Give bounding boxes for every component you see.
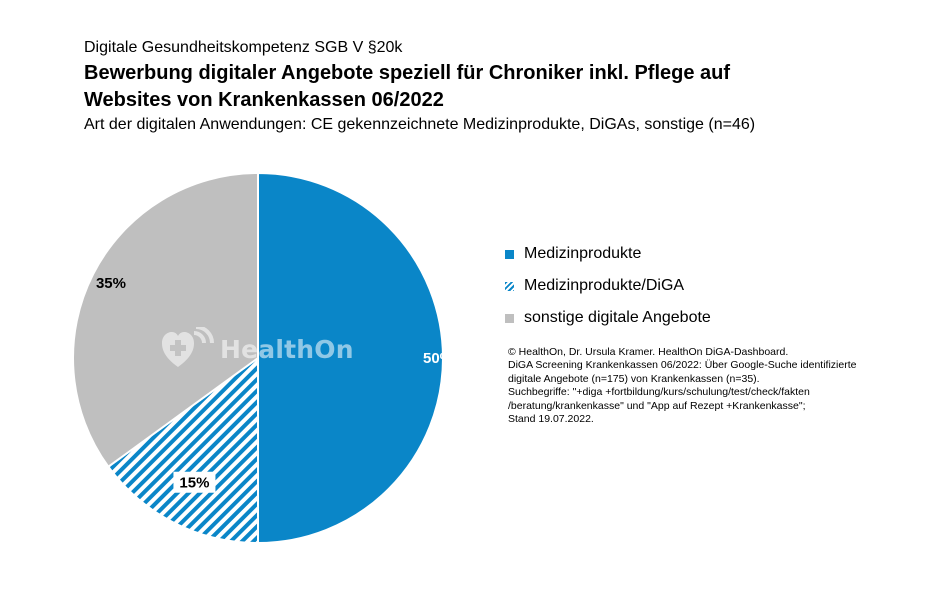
legend-swatch-grey <box>505 313 514 323</box>
source-line: digitale Angebote (n=175) von Krankenkas… <box>508 372 760 385</box>
data-label-background <box>173 471 216 493</box>
source-line: /beratung/krankenkasse" und "App auf Rez… <box>508 399 806 412</box>
legend-item-sonstige: sonstige digitale Angebote <box>505 302 711 334</box>
chart-supertitle: Digitale Gesundheitskompetenz SGB V §20k <box>84 39 403 56</box>
source-note: © HealthOn, Dr. Ursula Kramer. HealthOn … <box>508 346 908 426</box>
legend-swatch-hatched-blue <box>505 281 514 291</box>
legend-item-medizinprodukte: Medizinprodukte <box>505 238 711 270</box>
watermark-logo: HealthOn <box>160 327 354 371</box>
pie-slice-sonstige-digitale-angebote <box>72 171 259 469</box>
chart-subtitle: Art der digitalen Anwendungen: CE gekenn… <box>84 116 756 133</box>
chart-header: Digitale Gesundheitskompetenz SGB V §20k… <box>84 38 924 135</box>
data-label-medizinprodukte-diga: 15% <box>179 475 209 492</box>
chart-title-line-2: Websites von Krankenkassen 06/2022 <box>84 89 444 111</box>
source-line: Stand 19.07.2022. <box>508 413 594 426</box>
chart-title-line-1: Bewerbung digitaler Angebote speziell fü… <box>84 62 731 84</box>
legend-label: sonstige digitale Angebote <box>524 309 711 326</box>
source-line: © HealthOn, Dr. Ursula Kramer. HealthOn … <box>508 346 789 358</box>
heart-cross-icon <box>162 327 214 367</box>
chart-title: Bewerbung digitaler Angebote speziell fü… <box>84 60 924 114</box>
data-label-medizinprodukte: 50% <box>423 350 453 367</box>
data-label-sonstige-digitale-angebote: 35% <box>96 275 126 292</box>
legend-swatch-solid-blue <box>505 249 514 259</box>
pie-slice-medizinprodukte <box>257 171 444 545</box>
source-line: DiGA Screening Krankenkassen 06/2022: Üb… <box>508 359 857 372</box>
pie-slice-medizinprodukte-diga <box>106 356 259 545</box>
legend-item-medizinprodukte-diga: Medizinprodukte/DiGA <box>505 270 711 302</box>
chart-legend: Medizinprodukte Medizinprodukte/DiGA son… <box>505 238 711 334</box>
watermark-text: HealthOn <box>220 334 354 364</box>
source-line: Suchbegriffe: "+diga +fortbildung/kurs/s… <box>508 386 810 399</box>
legend-label: Medizinprodukte <box>524 245 642 262</box>
legend-label: Medizinprodukte/DiGA <box>524 277 685 294</box>
